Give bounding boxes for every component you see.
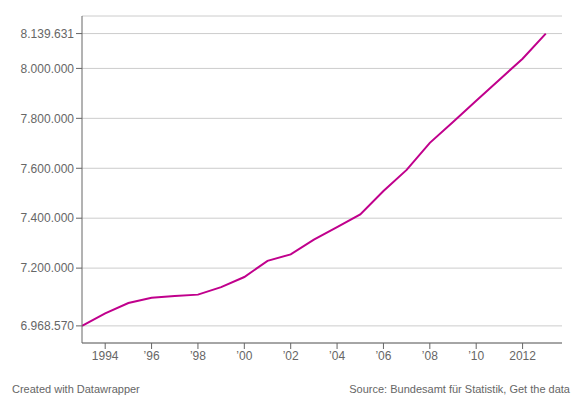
svg-text:’98: ’98 bbox=[190, 349, 206, 363]
svg-text:7.400.000: 7.400.000 bbox=[21, 211, 75, 225]
html-text:Created with Datawrapper: Created with Datawrapper bbox=[12, 383, 140, 395]
svg-text:’00: ’00 bbox=[236, 349, 252, 363]
svg-text:’10: ’10 bbox=[468, 349, 484, 363]
svg-text:8.139.631: 8.139.631 bbox=[21, 27, 75, 41]
svg-text:8.000.000: 8.000.000 bbox=[21, 62, 75, 76]
svg-text:’08: ’08 bbox=[422, 349, 438, 363]
html-text:Source: Bundesamt für Statisti: Source: Bundesamt für Statistik, Get the… bbox=[349, 383, 570, 395]
svg-text:’04: ’04 bbox=[329, 349, 345, 363]
svg-text:’02: ’02 bbox=[283, 349, 299, 363]
svg-text:7.600.000: 7.600.000 bbox=[21, 162, 75, 176]
svg-text:’96: ’96 bbox=[144, 349, 160, 363]
svg-text:6.968.570: 6.968.570 bbox=[21, 319, 75, 333]
svg-text:7.800.000: 7.800.000 bbox=[21, 112, 75, 126]
svg-text:’06: ’06 bbox=[375, 349, 391, 363]
svg-text:2012: 2012 bbox=[509, 349, 536, 363]
svg-text:7.200.000: 7.200.000 bbox=[21, 261, 75, 275]
svg-text:1994: 1994 bbox=[92, 349, 119, 363]
